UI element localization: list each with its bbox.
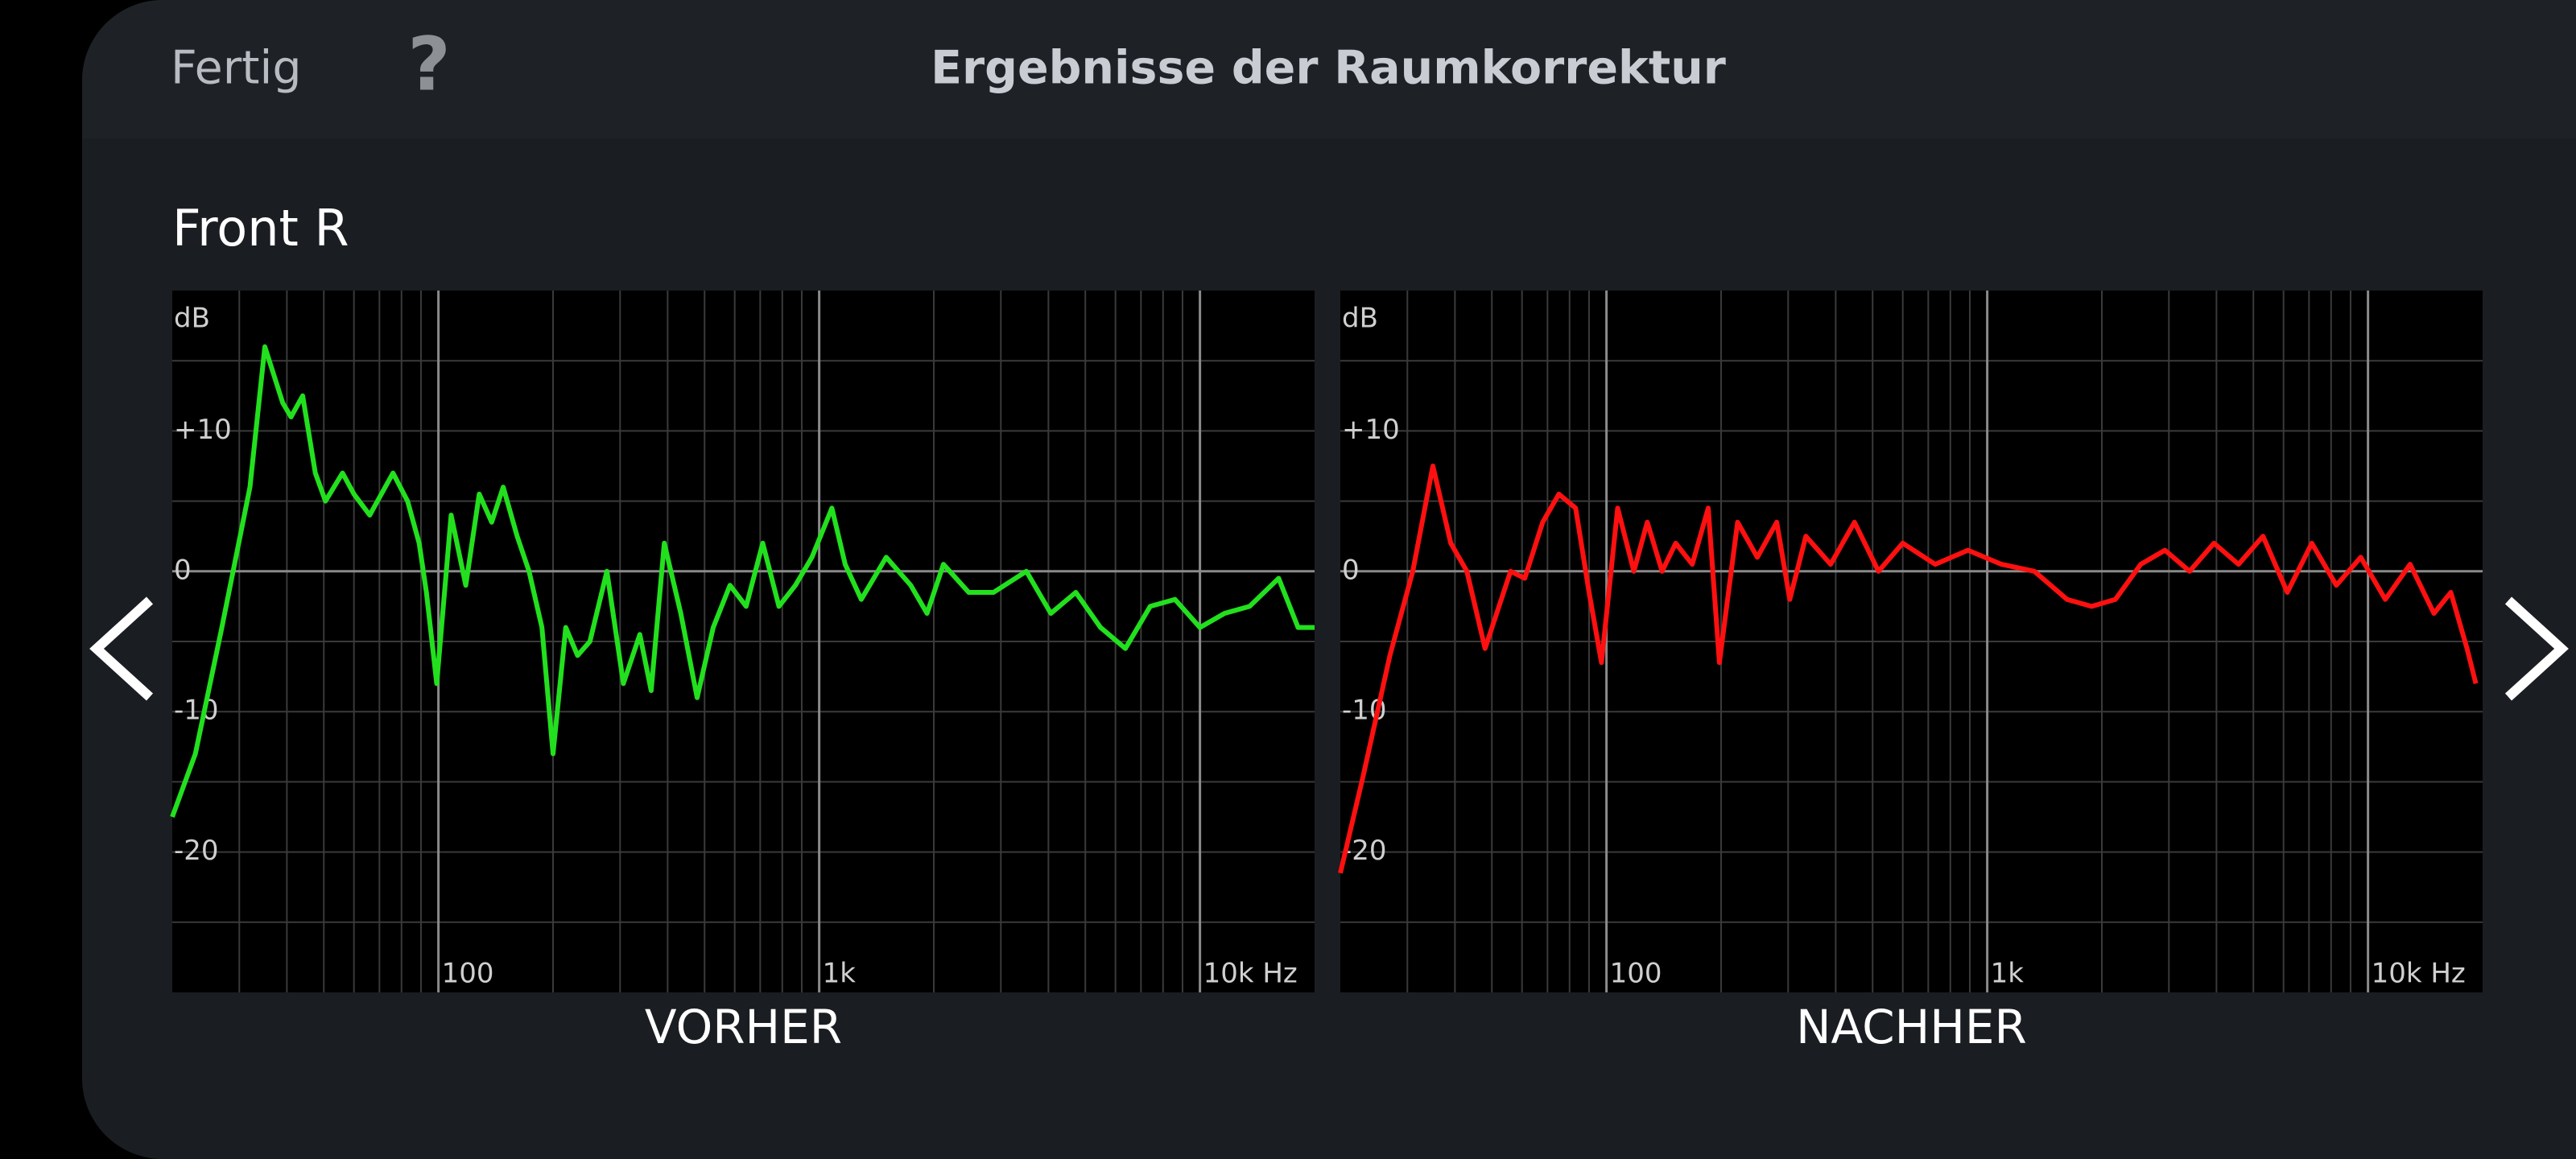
help-button[interactable]: ? [407,21,450,107]
page-title: Ergebnisse der Raumkorrektur [931,42,1726,95]
response-curve [1338,464,2479,874]
x-tick-label: 1k [1991,958,2025,990]
y-axis-label: dB [1342,303,1378,335]
x-tick-label: 100 [1610,958,1662,990]
prev-arrow[interactable] [89,596,154,701]
x-tick-label: 100 [442,958,494,990]
y-axis-label: dB [174,303,210,335]
x-tick-label: 10k Hz [2372,958,2466,990]
section-label: Front R [172,199,349,258]
x-tick-label: 10k Hz [1203,958,1298,990]
next-arrow[interactable] [2504,596,2569,701]
chart-title: NACHHER [1796,1000,2027,1054]
y-tick-label: +10 [1342,414,1400,446]
x-tick-label: 1k [823,958,857,990]
y-tick-label: 0 [174,554,192,586]
y-tick-label: 0 [1342,554,1360,586]
y-tick-label: +10 [174,414,232,446]
y-tick-label: -20 [174,835,219,867]
y-tick-label: -10 [174,695,219,727]
response-curve [170,344,1315,819]
header-bar [82,0,2576,138]
done-button[interactable]: Fertig [171,42,302,95]
chart-title: VORHER [645,1000,842,1054]
